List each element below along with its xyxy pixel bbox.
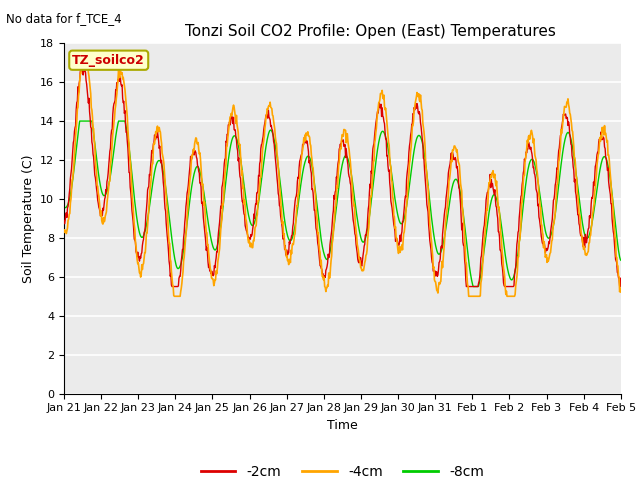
Text: No data for f_TCE_4: No data for f_TCE_4 xyxy=(6,12,122,25)
X-axis label: Time: Time xyxy=(327,419,358,432)
Legend: -2cm, -4cm, -8cm: -2cm, -4cm, -8cm xyxy=(195,460,490,480)
Y-axis label: Soil Temperature (C): Soil Temperature (C) xyxy=(22,154,35,283)
Text: TZ_soilco2: TZ_soilco2 xyxy=(72,54,145,67)
Title: Tonzi Soil CO2 Profile: Open (East) Temperatures: Tonzi Soil CO2 Profile: Open (East) Temp… xyxy=(185,24,556,39)
